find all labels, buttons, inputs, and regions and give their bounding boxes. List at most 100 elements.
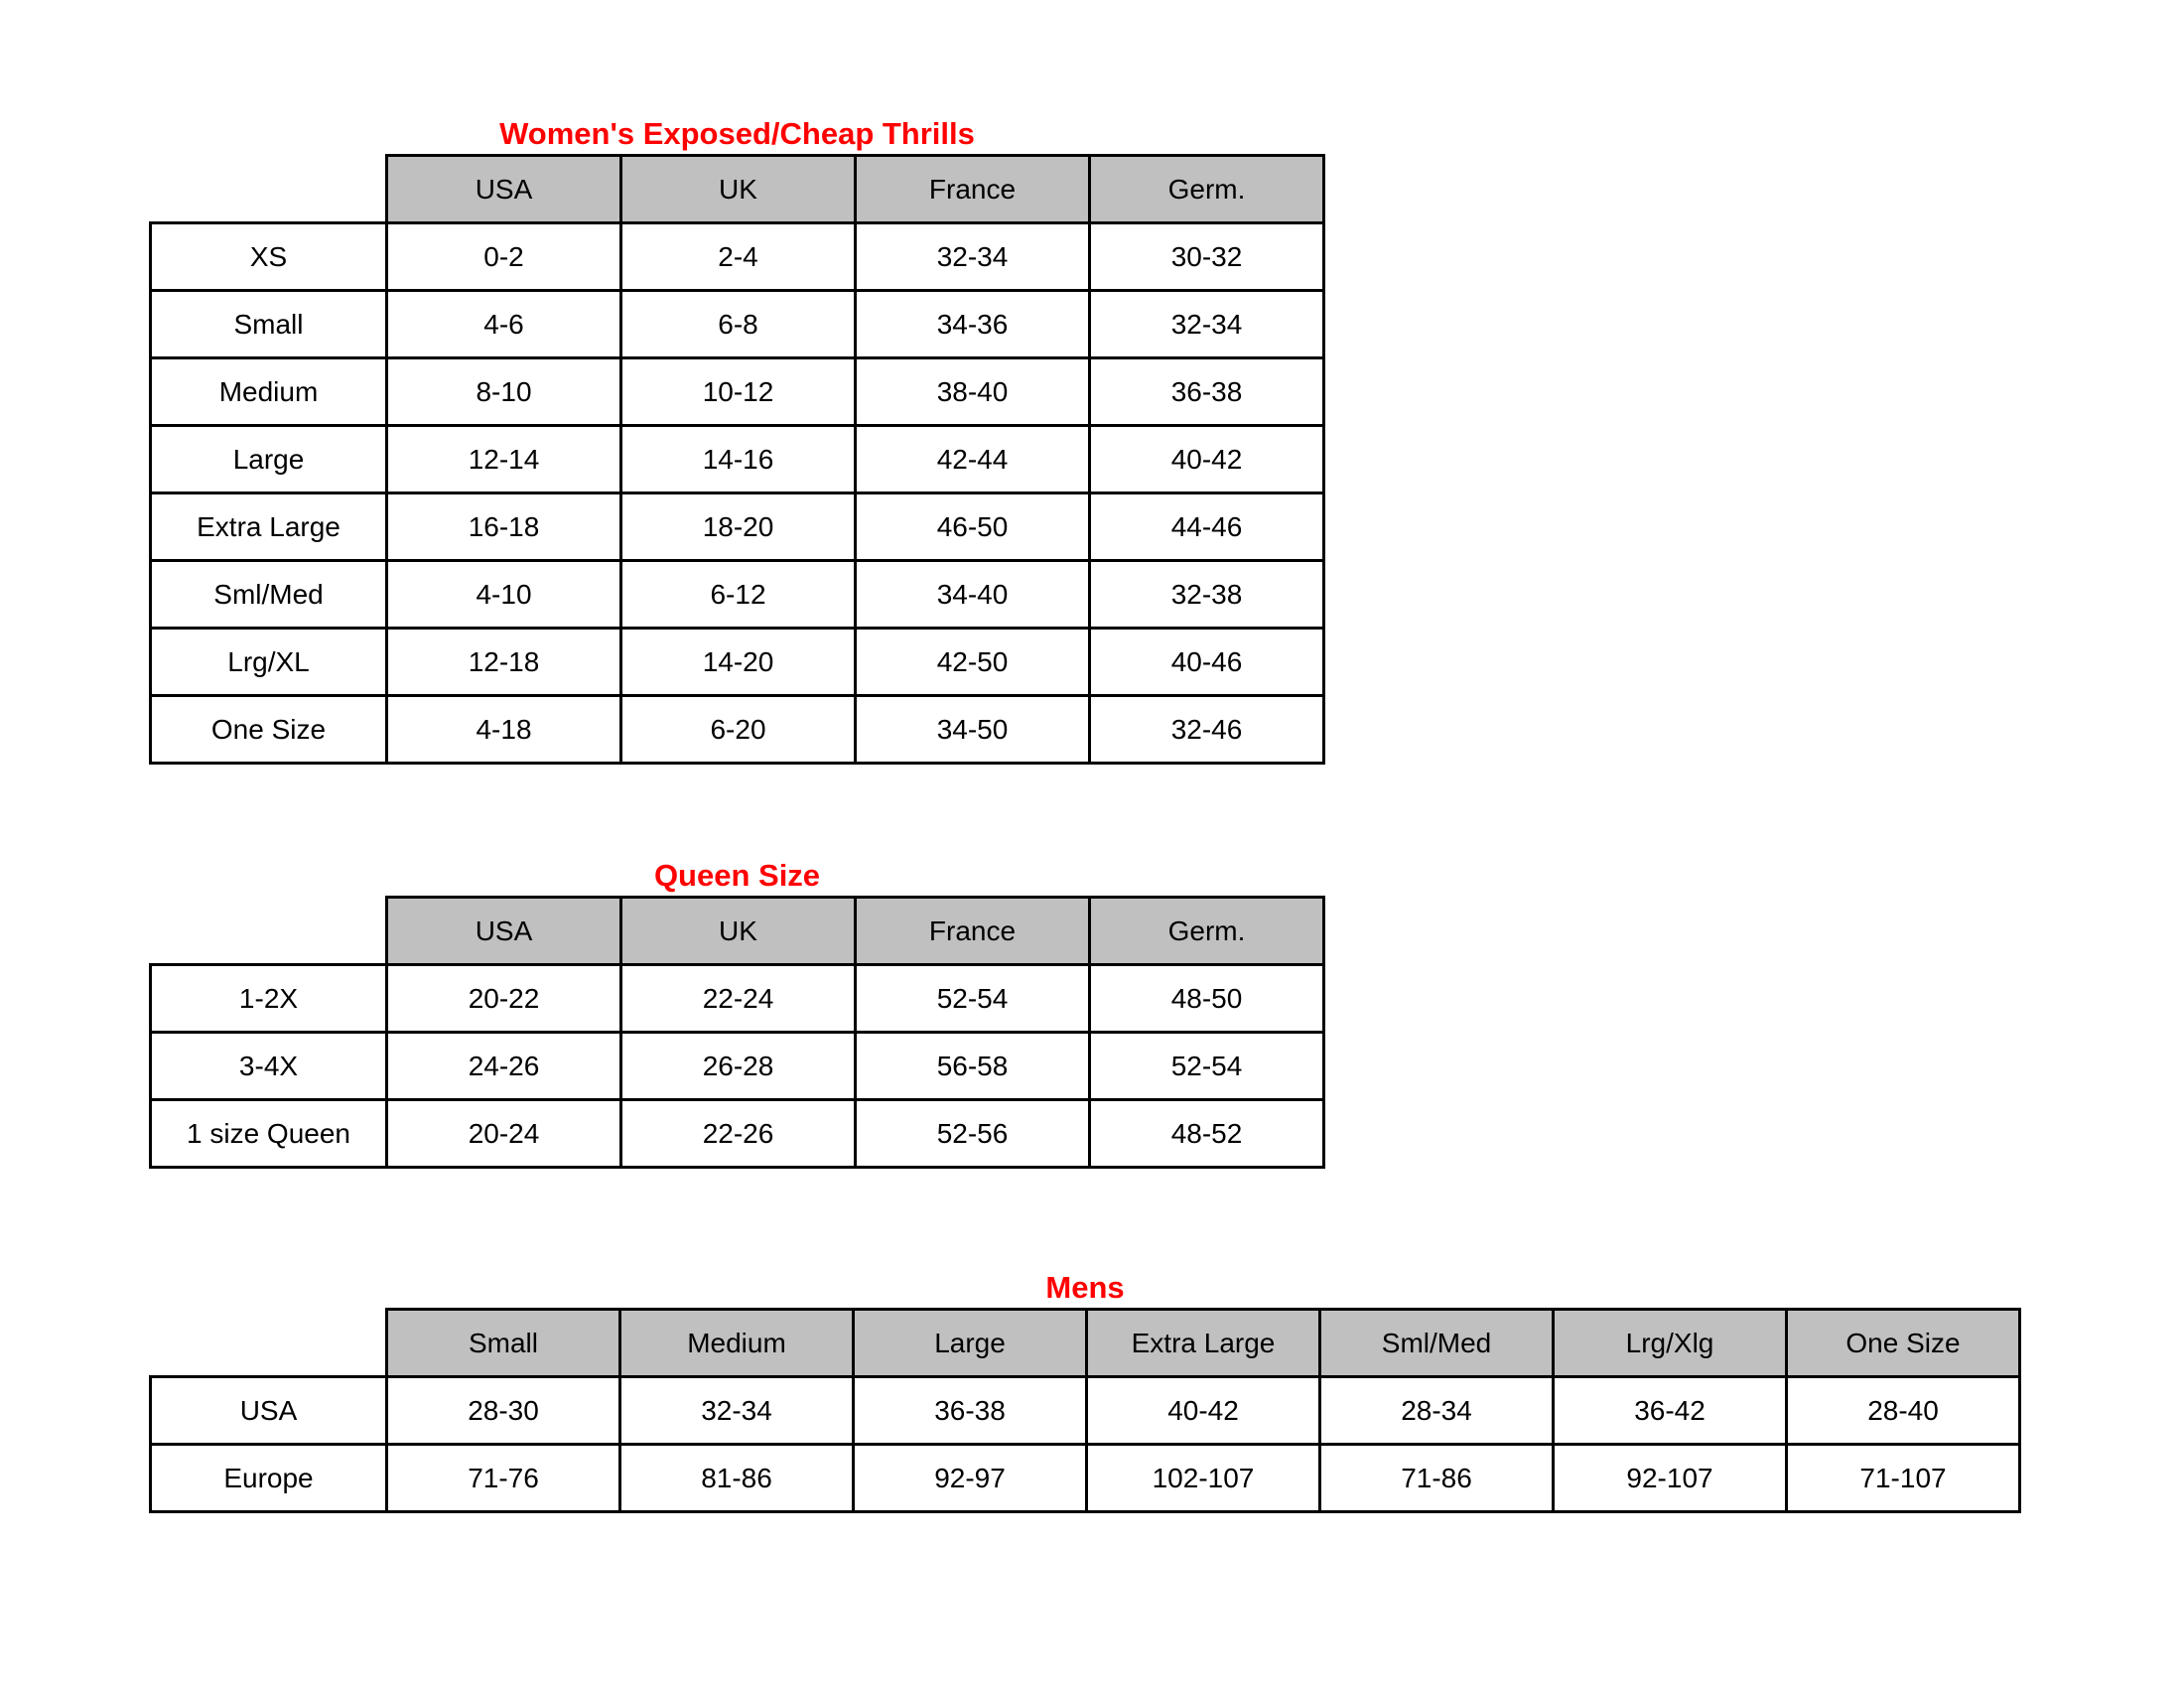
cell-france: 46-50 — [854, 492, 1091, 562]
cell-uk: 26-28 — [619, 1031, 857, 1101]
table-row: Large 12-14 14-16 42-44 40-42 — [149, 424, 1325, 494]
cell-medium: 81-86 — [618, 1443, 855, 1513]
cell-germ: 44-46 — [1088, 492, 1325, 562]
cell-usa: 16-18 — [385, 492, 622, 562]
row-label: 3-4X — [149, 1031, 388, 1101]
section-title-mens: Mens — [1045, 1270, 1125, 1305]
cell-france: 52-54 — [854, 963, 1091, 1034]
cell-uk: 22-26 — [619, 1098, 857, 1169]
column-header-usa: USA — [385, 896, 622, 966]
mens-size-table: Small Medium Large Extra Large Sml/Med L… — [149, 1308, 2021, 1513]
cell-france: 42-44 — [854, 424, 1091, 494]
cell-germ: 52-54 — [1088, 1031, 1325, 1101]
cell-france: 34-40 — [854, 559, 1091, 630]
cell-germ: 40-46 — [1088, 627, 1325, 697]
cell-germ: 32-46 — [1088, 694, 1325, 765]
cell-uk: 14-16 — [619, 424, 857, 494]
section-mens-sizes: Mens Small Medium Large Extra Large Sml/… — [149, 1271, 2021, 1513]
row-label: One Size — [149, 694, 388, 765]
corner-cell — [151, 1310, 387, 1377]
cell-uk: 6-12 — [619, 559, 857, 630]
cell-france: 32-34 — [854, 221, 1091, 292]
table-header-row: USA UK France Germ. — [151, 154, 1325, 224]
cell-sml-med: 71-86 — [1318, 1443, 1555, 1513]
cell-lrg-xlg: 36-42 — [1552, 1375, 1788, 1446]
column-header-large: Large — [852, 1308, 1088, 1378]
column-header-france: France — [854, 154, 1091, 224]
cell-uk: 10-12 — [619, 356, 857, 427]
row-label: Small — [149, 289, 388, 359]
cell-germ: 32-34 — [1088, 289, 1325, 359]
cell-sml-med: 28-34 — [1318, 1375, 1555, 1446]
table-row: One Size 4-18 6-20 34-50 32-46 — [149, 694, 1325, 765]
row-label: Lrg/XL — [149, 627, 388, 697]
cell-usa: 8-10 — [385, 356, 622, 427]
cell-usa: 20-24 — [385, 1098, 622, 1169]
table-row: Sml/Med 4-10 6-12 34-40 32-38 — [149, 559, 1325, 630]
corner-cell — [151, 156, 387, 223]
table-row: XS 0-2 2-4 32-34 30-32 — [149, 221, 1325, 292]
section-title-queen: Queen Size — [653, 858, 821, 893]
table-row: USA 28-30 32-34 36-38 40-42 28-34 36-42 … — [149, 1375, 2021, 1446]
column-header-uk: UK — [619, 896, 857, 966]
row-label: Medium — [149, 356, 388, 427]
row-label: Sml/Med — [149, 559, 388, 630]
column-header-lrg-xlg: Lrg/Xlg — [1552, 1308, 1788, 1378]
table-row: Medium 8-10 10-12 38-40 36-38 — [149, 356, 1325, 427]
cell-uk: 14-20 — [619, 627, 857, 697]
column-header-small: Small — [385, 1308, 621, 1378]
cell-usa: 24-26 — [385, 1031, 622, 1101]
cell-medium: 32-34 — [618, 1375, 855, 1446]
row-label: Large — [149, 424, 388, 494]
table-row: Lrg/XL 12-18 14-20 42-50 40-46 — [149, 627, 1325, 697]
section-womens-sizes: Women's Exposed/Cheap Thrills USA UK Fra… — [149, 117, 1325, 765]
cell-usa: 4-6 — [385, 289, 622, 359]
table-header-row: Small Medium Large Extra Large Sml/Med L… — [151, 1308, 2021, 1378]
table-row: 3-4X 24-26 26-28 56-58 52-54 — [149, 1031, 1325, 1101]
cell-large: 92-97 — [852, 1443, 1088, 1513]
row-label: XS — [149, 221, 388, 292]
row-label: Europe — [149, 1443, 388, 1513]
table-header-row: USA UK France Germ. — [151, 896, 1325, 966]
column-header-germ: Germ. — [1088, 154, 1325, 224]
row-label: 1 size Queen — [149, 1098, 388, 1169]
cell-uk: 2-4 — [619, 221, 857, 292]
cell-extra-large: 102-107 — [1085, 1443, 1321, 1513]
row-label: USA — [149, 1375, 388, 1446]
corner-cell — [151, 898, 387, 965]
section-queen-sizes: Queen Size USA UK France Germ. 1-2X 20-2… — [149, 859, 1325, 1169]
column-header-france: France — [854, 896, 1091, 966]
table-row: Small 4-6 6-8 34-36 32-34 — [149, 289, 1325, 359]
cell-france: 42-50 — [854, 627, 1091, 697]
table-row: Extra Large 16-18 18-20 46-50 44-46 — [149, 492, 1325, 562]
table-row: 1-2X 20-22 22-24 52-54 48-50 — [149, 963, 1325, 1034]
column-header-extra-large: Extra Large — [1085, 1308, 1321, 1378]
column-header-uk: UK — [619, 154, 857, 224]
row-label: Extra Large — [149, 492, 388, 562]
queen-size-table: USA UK France Germ. 1-2X 20-22 22-24 52-… — [149, 896, 1325, 1169]
column-header-usa: USA — [385, 154, 622, 224]
section-title-womens: Women's Exposed/Cheap Thrills — [499, 116, 975, 151]
cell-one-size: 28-40 — [1785, 1375, 2021, 1446]
column-header-sml-med: Sml/Med — [1318, 1308, 1555, 1378]
cell-uk: 6-8 — [619, 289, 857, 359]
cell-germ: 32-38 — [1088, 559, 1325, 630]
cell-small: 28-30 — [385, 1375, 621, 1446]
cell-usa: 12-14 — [385, 424, 622, 494]
row-label: 1-2X — [149, 963, 388, 1034]
cell-extra-large: 40-42 — [1085, 1375, 1321, 1446]
cell-germ: 36-38 — [1088, 356, 1325, 427]
cell-france: 38-40 — [854, 356, 1091, 427]
cell-usa: 12-18 — [385, 627, 622, 697]
cell-germ: 48-52 — [1088, 1098, 1325, 1169]
column-header-one-size: One Size — [1785, 1308, 2021, 1378]
cell-france: 34-36 — [854, 289, 1091, 359]
cell-large: 36-38 — [852, 1375, 1088, 1446]
cell-uk: 22-24 — [619, 963, 857, 1034]
cell-germ: 48-50 — [1088, 963, 1325, 1034]
cell-small: 71-76 — [385, 1443, 621, 1513]
cell-usa: 4-10 — [385, 559, 622, 630]
cell-uk: 6-20 — [619, 694, 857, 765]
column-header-germ: Germ. — [1088, 896, 1325, 966]
